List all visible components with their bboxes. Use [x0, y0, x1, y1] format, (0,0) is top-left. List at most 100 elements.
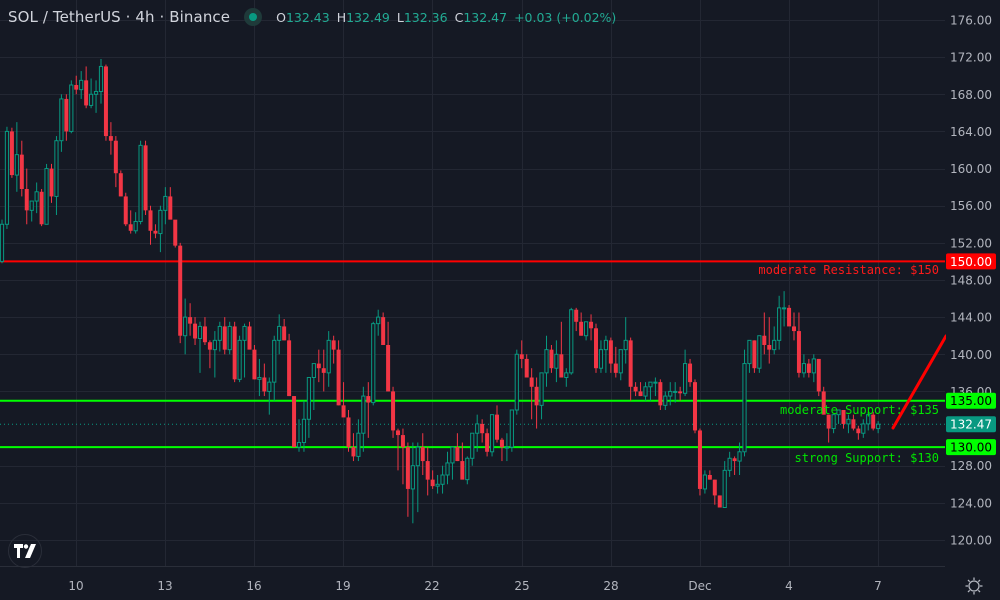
candle[interactable] — [514, 349, 519, 415]
candle[interactable] — [0, 219, 5, 264]
candle[interactable] — [316, 349, 321, 383]
candle[interactable] — [826, 414, 831, 443]
candle[interactable] — [499, 437, 504, 462]
candle[interactable] — [9, 127, 14, 178]
candle[interactable] — [554, 340, 559, 383]
candle[interactable] — [410, 442, 415, 524]
candle[interactable] — [64, 94, 69, 141]
candle[interactable] — [628, 337, 633, 401]
candle[interactable] — [306, 377, 311, 438]
candle[interactable] — [811, 354, 816, 383]
candle[interactable] — [658, 379, 663, 410]
candle[interactable] — [782, 291, 787, 327]
candle[interactable] — [49, 163, 54, 203]
price-axis[interactable]: 176.00 172.00 168.00 164.00 160.00 156.00 152.… — [946, 0, 1000, 600]
candle[interactable] — [445, 451, 450, 485]
candle[interactable] — [44, 163, 49, 225]
candle[interactable] — [113, 136, 118, 188]
candle[interactable] — [212, 331, 217, 378]
candle[interactable] — [504, 433, 509, 462]
candle[interactable] — [861, 419, 866, 438]
candle[interactable] — [801, 354, 806, 378]
candle[interactable] — [598, 340, 604, 373]
candle[interactable] — [648, 381, 653, 401]
candle[interactable] — [24, 168, 29, 225]
candle[interactable] — [742, 349, 747, 457]
candle[interactable] — [569, 307, 574, 375]
candle[interactable] — [633, 382, 638, 397]
projection-arrow[interactable] — [891, 334, 948, 430]
candle[interactable] — [193, 317, 198, 345]
candle[interactable] — [282, 319, 287, 341]
candle[interactable] — [361, 386, 366, 452]
candle[interactable] — [529, 368, 534, 420]
candle[interactable] — [702, 470, 707, 494]
candle[interactable] — [267, 377, 272, 415]
candle[interactable] — [29, 200, 34, 222]
candle[interactable] — [277, 314, 282, 355]
candle[interactable] — [559, 321, 564, 378]
candle[interactable] — [816, 358, 821, 397]
candle[interactable] — [371, 321, 376, 406]
candle[interactable] — [257, 358, 262, 397]
candle[interactable] — [747, 339, 752, 373]
candle[interactable] — [232, 321, 237, 383]
candle[interactable] — [93, 80, 99, 113]
candle[interactable] — [138, 140, 143, 225]
candle[interactable] — [425, 447, 430, 496]
candle[interactable] — [851, 414, 856, 431]
candle[interactable] — [39, 189, 44, 227]
candle[interactable] — [84, 66, 89, 109]
candle[interactable] — [59, 94, 64, 152]
candle[interactable] — [772, 326, 777, 355]
candle[interactable] — [202, 317, 207, 345]
gear-icon[interactable] — [964, 576, 984, 596]
candle[interactable] — [594, 323, 598, 373]
candle[interactable] — [197, 321, 203, 373]
candle[interactable] — [128, 210, 133, 234]
candle[interactable] — [732, 456, 737, 475]
candle[interactable] — [391, 386, 396, 438]
candle[interactable] — [163, 187, 168, 225]
candle[interactable] — [386, 321, 391, 392]
candle[interactable] — [311, 363, 316, 410]
candle[interactable] — [489, 414, 495, 457]
candle[interactable] — [539, 372, 544, 420]
candle[interactable] — [262, 363, 267, 397]
candle[interactable] — [272, 335, 277, 401]
candle[interactable] — [34, 182, 39, 214]
candle[interactable] — [460, 442, 465, 480]
candle[interactable] — [321, 349, 326, 392]
candle[interactable] — [534, 377, 539, 429]
candle[interactable] — [346, 410, 351, 452]
candle[interactable] — [158, 205, 163, 253]
candle[interactable] — [396, 428, 400, 471]
candle[interactable] — [74, 75, 79, 95]
candle[interactable] — [524, 354, 529, 378]
candle[interactable] — [465, 456, 470, 485]
candle[interactable] — [188, 303, 193, 336]
candle[interactable] — [103, 64, 108, 141]
candle[interactable] — [693, 379, 697, 434]
tradingview-logo-icon[interactable] — [8, 534, 42, 568]
candle[interactable] — [247, 321, 252, 350]
candle[interactable] — [688, 358, 693, 387]
candle[interactable] — [519, 340, 524, 369]
candle[interactable] — [326, 331, 331, 387]
candle[interactable] — [608, 337, 613, 373]
candle[interactable] — [168, 187, 173, 220]
candle[interactable] — [400, 428, 405, 485]
candle[interactable] — [757, 335, 762, 373]
candle[interactable] — [668, 382, 673, 406]
candle[interactable] — [133, 212, 138, 234]
candle[interactable] — [450, 446, 455, 480]
candle[interactable] — [301, 400, 307, 452]
candle[interactable] — [153, 224, 158, 239]
candle[interactable] — [475, 414, 480, 452]
candle[interactable] — [495, 405, 499, 443]
candle[interactable] — [19, 140, 24, 197]
candle[interactable] — [381, 312, 386, 346]
candle[interactable] — [564, 368, 569, 387]
candle[interactable] — [722, 461, 727, 509]
